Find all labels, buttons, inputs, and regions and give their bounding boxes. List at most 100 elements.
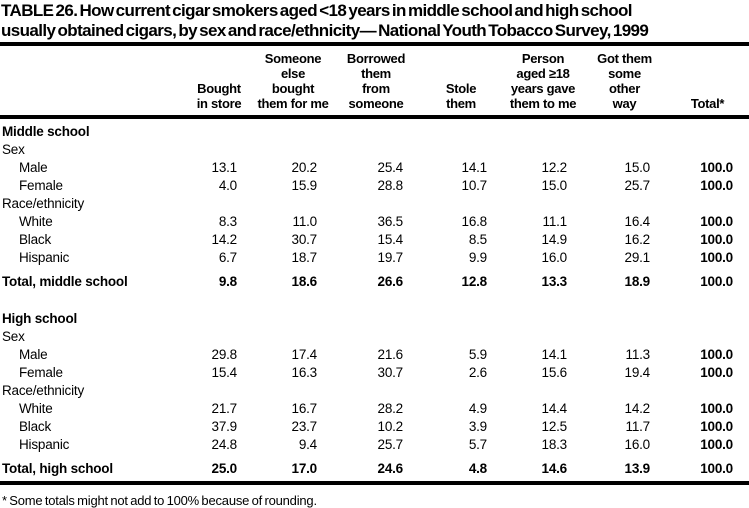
cell-value: 4.0 (218, 178, 237, 193)
cell-value: 9.4 (298, 437, 317, 452)
cell-value: 13.1 (211, 160, 238, 175)
cell-value: 12.5 (541, 419, 568, 434)
data-row: Female 15.4 16.3 30.7 2.6 15.6 19.4 100.0 (0, 364, 749, 382)
cell-value: 3.9 (468, 419, 487, 434)
cell-value: 16.0 (624, 437, 651, 452)
cell-value: 14.4 (541, 401, 568, 416)
cell-value: 24.8 (211, 437, 238, 452)
group-header-row: Race/ethnicity (0, 195, 749, 213)
cell-value: 36.5 (377, 214, 404, 229)
cell-value (333, 328, 419, 346)
cell-value (253, 141, 333, 159)
cell-value: 15.0 (541, 178, 568, 193)
cell-value: 37.9 (211, 419, 238, 434)
cell-value: 16.7 (291, 401, 318, 416)
cell-value (666, 382, 749, 400)
cell-value: 21.6 (377, 347, 404, 362)
column-header-person-18-gave: Person aged ≥18 years gave them to me (503, 46, 583, 119)
cell-value: 100.0 (700, 419, 733, 434)
cell-value: 13.9 (624, 461, 651, 476)
cell-value: 20.2 (291, 160, 318, 175)
data-row: Hispanic 24.8 9.4 25.7 5.7 18.3 16.0 100.0 (0, 436, 749, 454)
cell-value: 16.3 (291, 365, 318, 380)
data-row: Black 14.2 30.7 15.4 8.5 14.9 16.2 100.0 (0, 231, 749, 249)
cell-value: 8.3 (218, 214, 237, 229)
cell-value: 100.0 (700, 365, 733, 380)
cell-value (419, 195, 503, 213)
cell-value (253, 382, 333, 400)
data-row: Male 29.8 17.4 21.6 5.9 14.1 11.3 100.0 (0, 346, 749, 364)
cell-value (253, 328, 333, 346)
cell-value (185, 141, 253, 159)
cell-value (419, 117, 503, 141)
cell-value: 10.2 (377, 419, 404, 434)
cell-value: 19.7 (377, 250, 404, 265)
cell-value: 10.7 (461, 178, 488, 193)
cell-value (503, 141, 583, 159)
cell-value (253, 195, 333, 213)
cell-value (666, 328, 749, 346)
cell-value (503, 328, 583, 346)
cell-value: 21.7 (211, 401, 238, 416)
title-rule (0, 42, 749, 46)
cell-value: 5.7 (468, 437, 487, 452)
row-label: High school (2, 311, 78, 326)
cell-value: 17.0 (291, 461, 318, 476)
cell-value: 4.9 (468, 401, 487, 416)
group-header-row: Sex (0, 141, 749, 159)
table-header: Bought in store Someone else bought them… (0, 46, 749, 119)
cell-value: 13.3 (541, 274, 568, 289)
cell-value (185, 117, 253, 141)
cell-value: 2.6 (468, 365, 487, 380)
cell-value (333, 294, 419, 328)
cell-value: 16.2 (624, 232, 651, 247)
cell-value: 25.0 (211, 461, 238, 476)
cell-value: 19.4 (624, 365, 651, 380)
cell-value: 100.0 (700, 461, 733, 476)
cell-value: 100.0 (700, 178, 733, 193)
cell-value (583, 294, 666, 328)
cell-value: 18.6 (291, 274, 318, 289)
cell-value: 100.0 (700, 274, 733, 289)
cell-value: 18.7 (291, 250, 318, 265)
footnote: * Some totals might not add to 100% beca… (2, 493, 317, 508)
cell-value: 11.0 (292, 214, 318, 229)
cell-value (666, 195, 749, 213)
cell-value (419, 382, 503, 400)
column-header-total: Total* (666, 46, 749, 119)
cell-value: 9.9 (468, 250, 487, 265)
cell-value: 6.7 (218, 250, 237, 265)
cell-value: 12.8 (461, 274, 488, 289)
cell-value: 15.0 (624, 160, 651, 175)
row-label: Black (19, 419, 52, 434)
cell-value: 100.0 (700, 214, 733, 229)
cell-value (185, 382, 253, 400)
data-row: Male 13.1 20.2 25.4 14.1 12.2 15.0 100.0 (0, 159, 749, 177)
cell-value (503, 195, 583, 213)
row-label: Total, middle school (2, 274, 128, 289)
row-label: Hispanic (19, 437, 70, 452)
cell-value: 25.7 (624, 178, 651, 193)
cell-value: 100.0 (700, 437, 733, 452)
cell-value: 18.9 (624, 274, 651, 289)
cell-value: 24.6 (377, 461, 404, 476)
cell-value: 30.7 (291, 232, 318, 247)
cell-value: 16.8 (461, 214, 488, 229)
cell-value: 11.1 (542, 214, 568, 229)
column-header-someone-else-bought: Someone else bought them for me (253, 46, 333, 119)
cell-value (333, 195, 419, 213)
cell-value (333, 117, 419, 141)
cell-value: 14.6 (541, 461, 568, 476)
cell-value: 100.0 (700, 160, 733, 175)
cell-value (583, 141, 666, 159)
cell-value: 29.8 (211, 347, 238, 362)
table-body: Middle school Sex Male 13.1 20.2 25.4 14.1 12.2… (0, 117, 749, 483)
cell-value: 9.8 (218, 274, 237, 289)
table-title: TABLE 26. How current cigar smokers aged… (1, 1, 649, 40)
row-label: Male (19, 160, 48, 175)
cell-value (503, 294, 583, 328)
column-header-borrowed: Borrowed them from someone (333, 46, 419, 119)
cell-value: 100.0 (700, 401, 733, 416)
cell-value: 4.8 (468, 461, 487, 476)
